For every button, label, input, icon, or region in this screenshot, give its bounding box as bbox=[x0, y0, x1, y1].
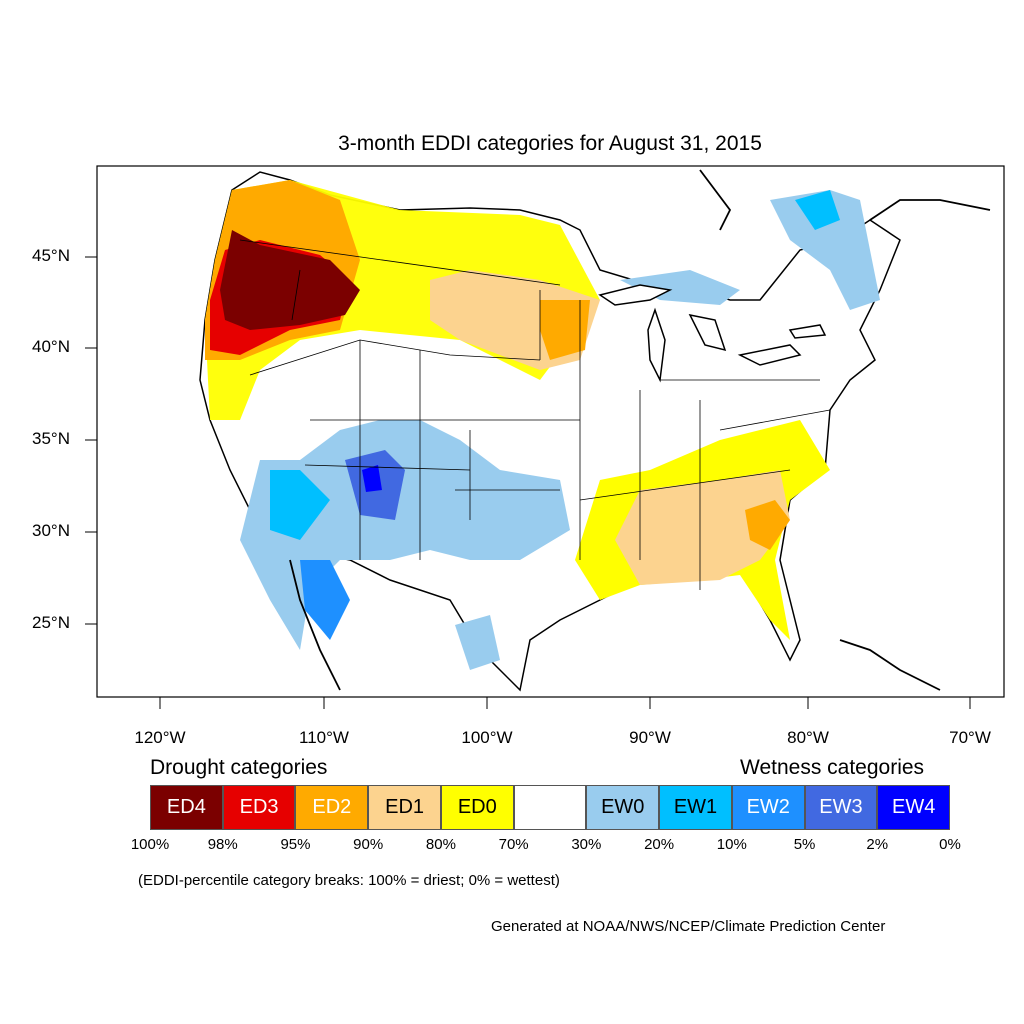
legend-break-label: 0% bbox=[939, 836, 961, 853]
axis-ticks bbox=[85, 256, 971, 709]
wetness-heading: Wetness categories bbox=[740, 756, 925, 779]
wetness-ew0-southwest bbox=[240, 420, 570, 650]
legend-break-label: 98% bbox=[207, 836, 238, 853]
map-frame bbox=[96, 165, 1005, 698]
legend-break-label: 20% bbox=[644, 836, 675, 853]
wetness-ew0-greatlakes bbox=[620, 270, 740, 305]
category-note: (EDDI-percentile category breaks: 100% =… bbox=[138, 872, 560, 889]
wetness-ew0-canada bbox=[770, 190, 880, 310]
wetness-ew1-canada bbox=[795, 190, 840, 230]
lon-label-110: 110°W bbox=[299, 728, 349, 747]
legend-swatch-ed0: ED0 bbox=[440, 785, 514, 830]
lon-label-90: 90°W bbox=[629, 728, 671, 747]
legend-break-label: 2% bbox=[866, 836, 889, 853]
legend-break-label: 70% bbox=[498, 836, 529, 853]
legend-swatch-ed1: ED1 bbox=[368, 785, 441, 830]
legend-break-label: 5% bbox=[793, 836, 816, 853]
legend-break-label: 80% bbox=[425, 836, 456, 853]
legend-break-label: 90% bbox=[353, 836, 384, 853]
lon-label-120: 120°W bbox=[134, 728, 186, 747]
lat-label-40: 40°N bbox=[32, 337, 70, 356]
drought-ed1-southeast bbox=[615, 470, 790, 585]
wetness-ew4-colorado bbox=[362, 465, 382, 492]
lon-label-70: 70°W bbox=[949, 728, 991, 747]
legend-break-label: 100% bbox=[130, 836, 170, 853]
legend-swatch-ew3: EW3 bbox=[804, 785, 878, 830]
drought-heading: Drought categories bbox=[150, 756, 328, 779]
great-lakes bbox=[598, 284, 827, 383]
eddi-map bbox=[199, 169, 991, 692]
legend-swatch-ew0: EW0 bbox=[586, 785, 660, 830]
legend-swatch-ew1: EW1 bbox=[659, 785, 732, 830]
legend-swatch-ew4: EW4 bbox=[877, 785, 951, 830]
wetness-ew0-mexico bbox=[455, 615, 500, 670]
legend-swatch-ed3: ED3 bbox=[222, 785, 296, 830]
legend-break-label: 95% bbox=[280, 836, 311, 853]
drought-ed2-minnesota bbox=[540, 300, 590, 360]
legend-swatch-ed2: ED2 bbox=[295, 785, 369, 830]
lat-label-30: 30°N bbox=[32, 521, 70, 540]
legend-swatch-ed4: ED4 bbox=[150, 785, 223, 830]
category-legend: ED4 ED3 ED2 ED1 ED0 EW0 EW1 EW2 EW3 EW4 bbox=[150, 785, 951, 830]
wetness-ew2-southwest bbox=[300, 560, 350, 640]
legend-swatch-neutral bbox=[513, 785, 587, 830]
coastlines bbox=[289, 169, 991, 691]
credit-line: Generated at NOAA/NWS/NCEP/Climate Predi… bbox=[491, 918, 886, 935]
map-title: 3-month EDDI categories for August 31, 2… bbox=[338, 132, 762, 155]
lon-label-100: 100°W bbox=[461, 728, 513, 747]
drought-ed2-carolina bbox=[745, 500, 790, 550]
lat-label-45: 45°N bbox=[32, 246, 70, 265]
state-boundaries bbox=[239, 239, 831, 590]
legend-break-label: 10% bbox=[716, 836, 747, 853]
legend-break-label: 30% bbox=[571, 836, 602, 853]
lat-label-25: 25°N bbox=[32, 613, 70, 632]
drought-ed4-northwest bbox=[220, 230, 360, 330]
lat-label-35: 35°N bbox=[32, 429, 70, 448]
lon-label-80: 80°W bbox=[787, 728, 829, 747]
legend-swatch-ew2: EW2 bbox=[731, 785, 805, 830]
wetness-ew1-southwest bbox=[270, 470, 330, 540]
